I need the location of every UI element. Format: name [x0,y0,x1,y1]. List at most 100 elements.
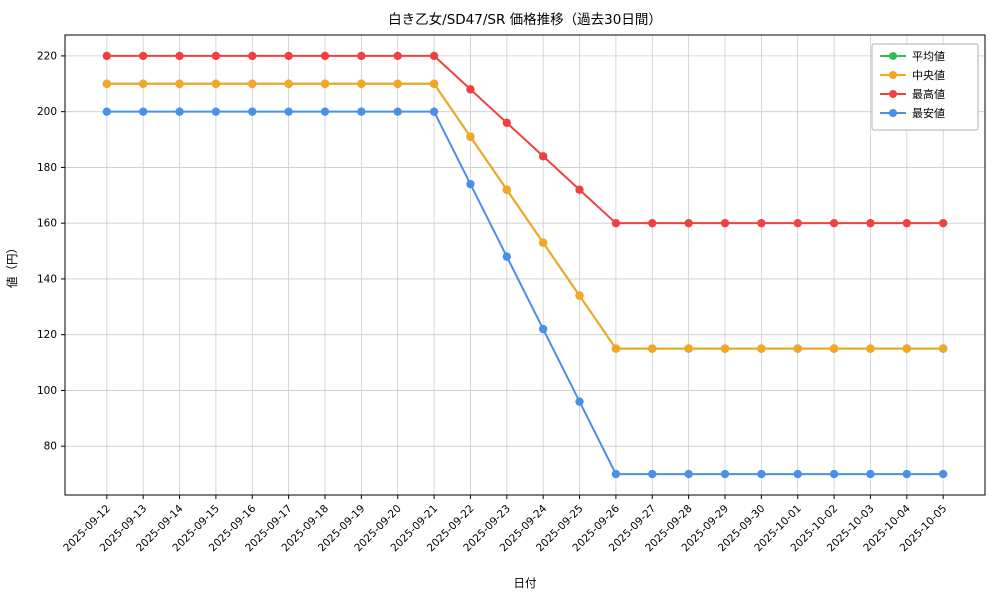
data-point-min [720,469,730,479]
data-point-min [211,107,221,116]
data-point-median [720,344,730,353]
data-point-min [538,324,548,334]
data-point-min [866,469,875,479]
data-point-median [648,344,657,353]
legend-label-average: 平均値 [912,50,945,63]
data-point-max [611,218,621,228]
data-point-median [575,291,584,300]
data-point-min [284,107,293,116]
data-point-min [393,107,402,116]
data-point-max [502,118,512,128]
series-min [102,107,948,479]
data-point-min [138,107,148,116]
data-point-max [138,51,148,61]
series-median [102,79,948,353]
data-point-median [902,344,912,353]
data-point-median [538,238,548,247]
y-tick-label: 200 [37,106,57,118]
data-point-min [938,469,948,479]
x-axis-label: 日付 [514,576,537,590]
data-point-median [102,79,112,88]
data-point-median [175,79,184,88]
legend-marker-max [889,90,897,98]
series-line-min [106,110,944,476]
data-point-median [320,79,330,88]
data-point-max [757,218,766,228]
chart-title: 白き乙女/SD47/SR 価格推移（過去30日間） [388,11,662,28]
data-point-max [357,51,366,61]
data-point-median [429,79,439,88]
data-point-min [102,107,112,116]
data-point-min [466,179,475,189]
data-point-median [793,344,802,353]
legend-marker-median [889,71,897,79]
y-tick-label: 80 [44,441,57,453]
data-point-max [284,51,293,61]
legend-label-min: 最安値 [912,106,945,120]
data-point-max [902,218,912,228]
data-point-median [284,79,293,88]
data-point-max [938,218,948,228]
data-point-median [138,79,148,88]
plot-frame [64,34,986,496]
series-line-max [106,54,944,225]
y-tick-label: 160 [37,218,57,230]
data-point-median [393,79,402,88]
data-point-max [684,218,693,228]
data-point-min [902,469,912,479]
data-point-max [648,218,657,228]
data-point-median [211,79,221,88]
data-point-max [720,218,730,228]
data-point-min [248,107,257,116]
data-point-min [575,397,584,406]
legend-label-max: 最高値 [912,87,945,101]
data-point-min [429,107,439,116]
series-line-median [106,82,944,350]
data-point-median [248,79,257,88]
data-point-median [866,344,875,353]
y-tick-label: 180 [37,162,57,174]
data-point-max [793,218,802,228]
data-point-max [429,51,439,61]
data-point-min [357,107,366,116]
data-point-max [102,51,112,61]
data-point-max [248,51,257,61]
y-axis: 80 100 120 140 160 180 200 220 [37,50,65,453]
data-point-min [648,469,657,479]
data-point-max [393,51,402,61]
data-point-median [502,185,512,194]
data-point-median [938,344,948,353]
data-point-median [466,132,475,141]
data-point-min [320,107,330,116]
data-point-min [829,469,839,479]
data-point-median [684,344,693,353]
y-axis-label: 値（円） [5,242,19,288]
data-point-max [466,85,475,94]
data-point-median [829,344,839,353]
data-point-max [866,218,875,228]
data-point-median [611,344,621,353]
legend-marker-min [889,109,897,117]
series-max [102,51,948,228]
y-tick-label: 100 [37,385,57,397]
data-point-max [575,185,584,194]
legend-marker-average [889,52,897,60]
data-point-min [502,252,512,261]
data-point-median [357,79,366,88]
data-point-min [757,469,766,479]
data-point-min [793,469,802,479]
data-point-min [611,469,621,479]
y-tick-label: 140 [37,273,57,285]
data-point-max [175,51,184,61]
legend-box [871,43,979,131]
data-point-max [211,51,221,61]
data-point-min [684,469,693,479]
data-point-min [175,107,184,116]
legend-label-median: 中央値 [912,69,945,82]
data-point-max [829,218,839,228]
y-tick-label: 120 [37,329,57,341]
